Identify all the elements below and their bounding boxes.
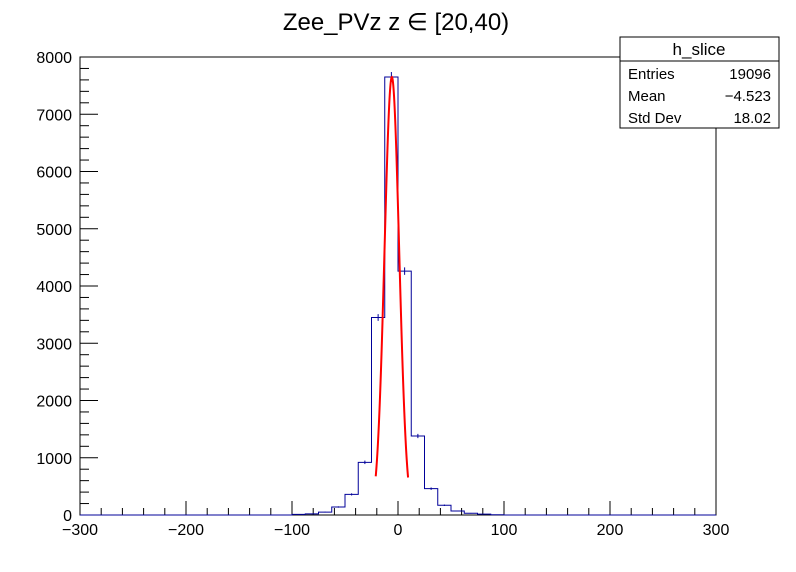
stats-entries-value: 19096 bbox=[729, 66, 771, 83]
y-tick-label: 7000 bbox=[36, 107, 72, 124]
stats-stddev-value: 18.02 bbox=[733, 110, 771, 127]
y-tick-label: 1000 bbox=[36, 451, 72, 468]
y-tick-label: 2000 bbox=[36, 394, 72, 411]
x-tick-label: 200 bbox=[597, 522, 624, 539]
x-tick-label: 0 bbox=[394, 522, 403, 539]
x-tick-label: 100 bbox=[491, 522, 518, 539]
y-tick-label: 4000 bbox=[36, 279, 72, 296]
stats-box-frame bbox=[619, 36, 780, 129]
y-tick-label: 6000 bbox=[36, 165, 72, 182]
y-tick-label: 5000 bbox=[36, 222, 72, 239]
y-axis: 0 1000 2000 3000 4000 5000 6000 7000 8000 bbox=[36, 50, 98, 525]
y-tick-label: 3000 bbox=[36, 336, 72, 353]
y-tick-label: 0 bbox=[63, 508, 72, 525]
x-tick-label: −200 bbox=[168, 522, 204, 539]
x-tick-label: −100 bbox=[274, 522, 310, 539]
chart-title: Zee_PVz z ∈ [20,40) bbox=[283, 9, 509, 36]
gaussian-fit-curve bbox=[374, 75, 410, 478]
stats-box-title: h_slice bbox=[673, 40, 726, 59]
x-tick-label: −300 bbox=[62, 522, 98, 539]
y-tick-label: 8000 bbox=[36, 50, 72, 67]
stats-stddev-label: Std Dev bbox=[628, 110, 682, 127]
stats-mean-value: −4.523 bbox=[725, 88, 771, 105]
stats-entries-label: Entries bbox=[628, 66, 675, 83]
stats-mean-label: Mean bbox=[628, 88, 666, 105]
stats-box: h_slice Entries 19096 Mean −4.523 Std De… bbox=[619, 36, 780, 129]
x-tick-label: 300 bbox=[703, 522, 730, 539]
x-axis: −300 −200 −100 0 100 200 300 bbox=[62, 501, 729, 539]
